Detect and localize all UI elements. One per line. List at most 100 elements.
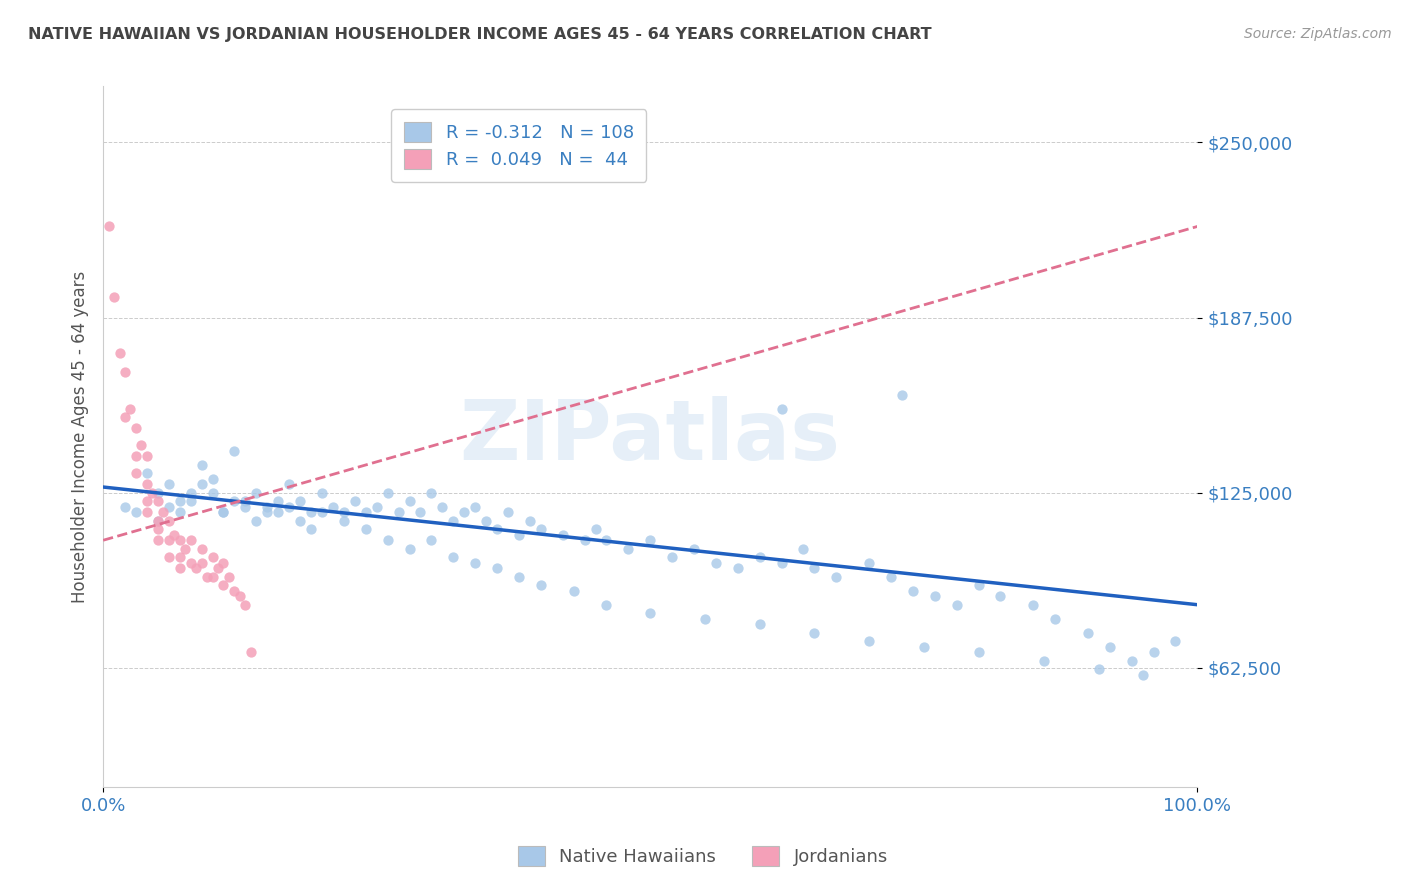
Text: NATIVE HAWAIIAN VS JORDANIAN HOUSEHOLDER INCOME AGES 45 - 64 YEARS CORRELATION C: NATIVE HAWAIIAN VS JORDANIAN HOUSEHOLDER… <box>28 27 932 42</box>
Point <box>157 477 180 491</box>
Point <box>377 485 399 500</box>
Point <box>278 500 301 514</box>
Point <box>174 541 197 556</box>
Point <box>704 556 727 570</box>
Point <box>475 514 498 528</box>
Point <box>212 578 235 592</box>
Point <box>1142 645 1164 659</box>
Point <box>212 556 235 570</box>
Point <box>186 561 208 575</box>
Point <box>157 514 180 528</box>
Point <box>245 514 267 528</box>
Point <box>267 494 290 508</box>
Point <box>146 494 169 508</box>
Point <box>169 561 191 575</box>
Point <box>387 505 409 519</box>
Point <box>299 522 322 536</box>
Point <box>299 505 322 519</box>
Point <box>103 289 125 303</box>
Point <box>224 494 246 508</box>
Point <box>486 522 509 536</box>
Point <box>146 514 169 528</box>
Point <box>1121 654 1143 668</box>
Point <box>441 514 464 528</box>
Point <box>157 500 180 514</box>
Point <box>770 556 793 570</box>
Point <box>901 583 924 598</box>
Point <box>432 500 454 514</box>
Point <box>114 500 136 514</box>
Point <box>409 505 432 519</box>
Point <box>195 570 218 584</box>
Point <box>190 556 212 570</box>
Point <box>180 494 202 508</box>
Point <box>343 494 366 508</box>
Point <box>683 541 706 556</box>
Point <box>169 533 191 548</box>
Point <box>114 409 136 424</box>
Point <box>551 527 574 541</box>
Point <box>441 550 464 565</box>
Point <box>638 606 661 620</box>
Point <box>354 505 377 519</box>
Point <box>278 477 301 491</box>
Point <box>420 485 443 500</box>
Point <box>157 533 180 548</box>
Point <box>398 541 420 556</box>
Point <box>858 634 880 648</box>
Point <box>169 550 191 565</box>
Point <box>1132 667 1154 681</box>
Point <box>693 612 716 626</box>
Point <box>152 505 174 519</box>
Point <box>890 387 912 401</box>
Point <box>212 505 235 519</box>
Point <box>1088 662 1111 676</box>
Point <box>803 625 825 640</box>
Point <box>239 645 262 659</box>
Point <box>354 522 377 536</box>
Point <box>770 401 793 416</box>
Point <box>1033 654 1056 668</box>
Point <box>229 590 252 604</box>
Point <box>190 541 212 556</box>
Point <box>617 541 640 556</box>
Point <box>157 550 180 565</box>
Point <box>508 570 530 584</box>
Point <box>858 556 880 570</box>
Point <box>146 522 169 536</box>
Point <box>366 500 388 514</box>
Point <box>585 522 607 536</box>
Point <box>267 505 290 519</box>
Point <box>135 466 157 480</box>
Point <box>125 421 148 435</box>
Point <box>224 443 246 458</box>
Point <box>201 570 224 584</box>
Point <box>190 458 212 472</box>
Point <box>135 494 157 508</box>
Point <box>212 505 235 519</box>
Point <box>519 514 541 528</box>
Text: ZIPatlas: ZIPatlas <box>460 396 841 477</box>
Legend: Native Hawaiians, Jordanians: Native Hawaiians, Jordanians <box>505 833 901 879</box>
Point <box>595 533 617 548</box>
Point <box>135 477 157 491</box>
Point <box>180 485 202 500</box>
Point <box>311 505 333 519</box>
Point <box>530 578 553 592</box>
Point <box>792 541 814 556</box>
Point <box>486 561 509 575</box>
Point <box>1077 625 1099 640</box>
Y-axis label: Householder Income Ages 45 - 64 years: Householder Income Ages 45 - 64 years <box>72 270 89 603</box>
Point <box>201 472 224 486</box>
Point <box>108 345 131 359</box>
Point <box>945 598 967 612</box>
Point <box>201 485 224 500</box>
Point <box>1043 612 1066 626</box>
Point <box>1164 634 1187 648</box>
Point <box>1098 640 1121 654</box>
Point <box>169 494 191 508</box>
Point <box>880 570 903 584</box>
Point <box>333 505 356 519</box>
Point <box>235 598 257 612</box>
Point <box>163 527 186 541</box>
